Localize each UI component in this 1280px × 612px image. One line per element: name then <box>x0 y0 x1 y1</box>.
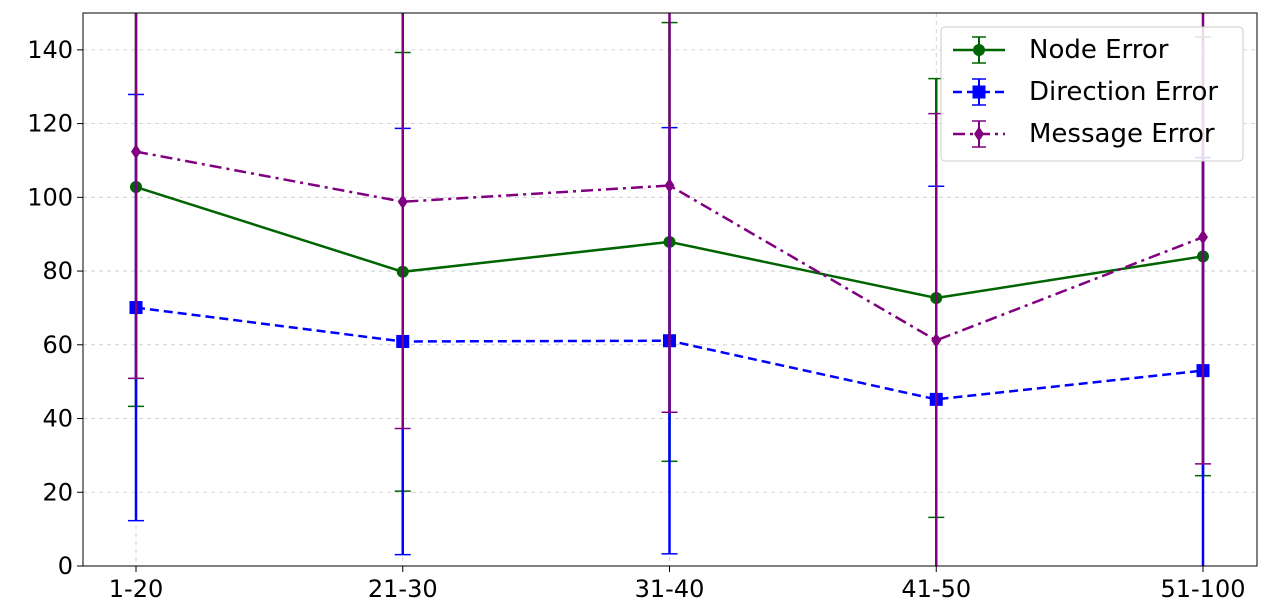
y-tick-label: 0 <box>58 552 73 580</box>
legend-marker <box>972 85 986 99</box>
legend-marker <box>974 126 984 142</box>
legend-entry: Message Error <box>953 119 1215 149</box>
legend-label: Direction Error <box>1029 77 1218 107</box>
data-point <box>664 178 675 194</box>
y-tick-label: 80 <box>42 257 73 285</box>
legend: Node Error Direction Error Message Error <box>940 26 1244 162</box>
x-tick-label: 51-100 <box>1160 575 1245 603</box>
x-tick-label: 1-20 <box>109 575 163 603</box>
axes: 0 20 40 60 80 100 120 140 1-20 21-30 31-40 41-50 51-… <box>27 36 1245 603</box>
y-tick-label: 120 <box>27 110 73 138</box>
data-point <box>397 194 408 210</box>
legend-box <box>940 26 1244 162</box>
data-point <box>1198 229 1208 245</box>
legend-entry: Node Error <box>953 35 1169 65</box>
y-tick-label: 20 <box>42 478 73 506</box>
x-tick-label: 31-40 <box>635 575 705 603</box>
x-tick-label: 21-30 <box>368 575 438 603</box>
y-tick-label: 140 <box>27 36 73 64</box>
y-tick-label: 100 <box>27 183 73 211</box>
legend-entry: Direction Error <box>953 77 1218 107</box>
data-point <box>131 144 141 160</box>
series-line <box>135 150 1204 342</box>
legend-label: Message Error <box>1029 119 1215 149</box>
y-tick-label: 40 <box>42 405 73 433</box>
legend-label: Node Error <box>1029 35 1169 65</box>
legend-marker <box>973 44 985 56</box>
x-tick-label: 41-50 <box>901 575 971 603</box>
data-point <box>931 332 942 348</box>
y-tick-label: 60 <box>42 331 73 359</box>
